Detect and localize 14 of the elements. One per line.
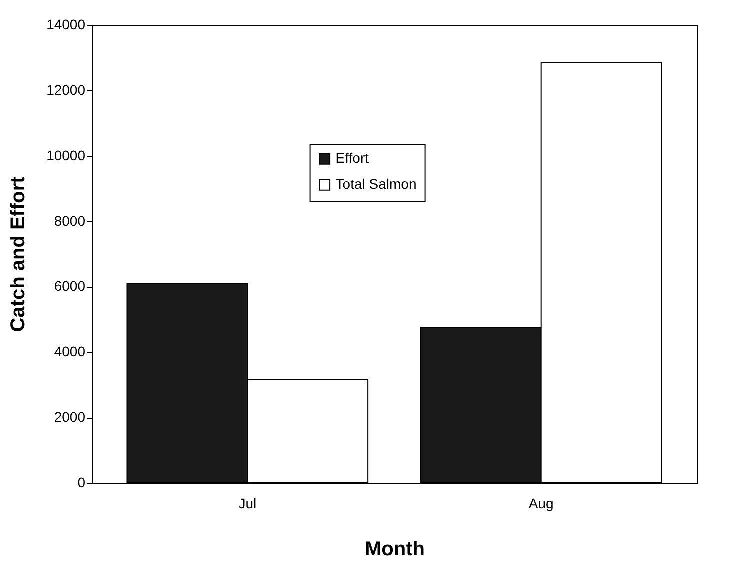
y-tick-label: 6000 [54, 278, 86, 294]
x-tick-label: Jul [238, 496, 257, 512]
x-axis-title: Month [365, 538, 425, 560]
y-tick-label: 14000 [46, 16, 86, 32]
y-axis-title: Catch and Effort [8, 176, 30, 332]
y-tick-label: 4000 [54, 344, 86, 360]
legend-label: Total Salmon [336, 176, 417, 192]
y-tick-label: 10000 [46, 147, 86, 164]
x-tick-label: Aug [528, 496, 554, 512]
y-tick-label: 0 [78, 474, 86, 490]
y-tick-label: 8000 [54, 212, 86, 229]
y-tick-label: 2000 [54, 409, 86, 426]
y-tick-label: 12000 [46, 82, 86, 98]
legend-label: Effort [336, 150, 370, 166]
